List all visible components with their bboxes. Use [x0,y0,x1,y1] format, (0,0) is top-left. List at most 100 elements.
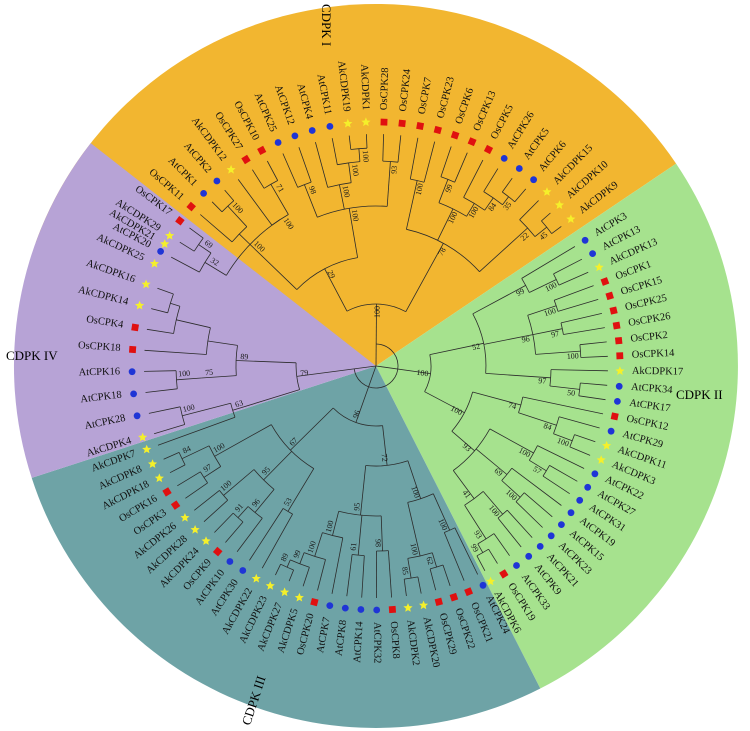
branch [553,258,583,275]
branch [146,328,174,334]
at-marker-circle [567,509,575,517]
bootstrap-value: 61 [349,542,359,551]
branch-arc [296,257,358,290]
branch [249,244,298,290]
ak-marker-star [280,587,290,597]
ak-marker-star [542,187,552,196]
branch-arc [451,391,473,432]
at-marker-circle [536,543,544,550]
branch [557,299,599,312]
branch [314,532,323,557]
branch [479,227,528,272]
os-marker-square [241,154,251,165]
branch [177,471,201,487]
branch [290,407,334,451]
branch [406,180,418,230]
branch [266,160,279,181]
branch [484,197,494,211]
branch [432,493,451,531]
branch [275,564,281,576]
branch [361,555,365,598]
bootstrap-value: 100 [306,540,318,554]
branch [497,517,522,548]
branch [214,424,272,457]
os-marker-square [614,336,623,345]
branch [443,532,465,581]
branch-arc [338,510,382,517]
branch [151,308,168,314]
branch [485,373,551,379]
branch [549,385,580,390]
branch [521,246,576,279]
leaf-label: OsCPK14 [632,348,676,361]
at-marker-circle [589,250,596,257]
branch-arc [365,460,409,467]
branch [452,470,475,499]
branch [482,491,504,515]
at-marker-circle [239,567,247,574]
branch [502,196,509,205]
branch [405,243,444,312]
os-marker-square [257,145,267,155]
os-marker-square [310,597,319,607]
branch [493,533,510,556]
branch [282,153,299,188]
leaf-label: OsCPK2 [630,330,668,345]
branch [286,559,291,568]
bootstrap-value: 52 [471,342,481,352]
branch [535,350,581,355]
branch [375,303,377,367]
at-marker-circle [128,368,136,376]
branch-arc [463,197,485,211]
bootstrap-value: 100 [178,369,191,379]
bootstrap-value: 98 [307,185,318,196]
ak-marker-star [190,525,200,534]
clade-sector-3 [31,366,541,728]
branch [574,434,596,443]
branch [169,464,186,474]
bootstrap-value: 97 [202,462,214,474]
branch [366,134,368,149]
branch [451,430,475,452]
branch [386,161,391,207]
leaf-label: OsCPK24 [398,68,414,112]
branch [185,482,208,499]
branch [437,208,454,241]
bootstrap-value: 53 [282,496,294,508]
ak-marker-star [251,573,261,583]
branch [176,377,202,381]
branch [388,550,392,598]
branch [176,319,211,329]
branch [236,517,263,553]
bootstrap-value: 98 [374,539,383,547]
leaf-label: OsCPK8 [388,621,401,659]
bootstrap-value: 100 [373,306,382,318]
ak-marker-star [265,581,275,590]
at-marker-circle [341,604,349,612]
branch [488,548,498,564]
at-marker-circle [274,139,282,146]
ak-marker-star [141,279,151,289]
branch [236,360,297,364]
os-marker-square [600,277,610,286]
branch [578,395,606,401]
branch [529,279,557,293]
bootstrap-value: 91 [233,502,245,514]
ak-marker-star [419,600,429,610]
os-marker-square [616,352,624,360]
os-marker-square [398,119,406,128]
ak-marker-star [343,118,353,128]
leaf-label: AtCPK16 [79,366,121,378]
branch [483,168,499,192]
clade-label-cdpk-iv: CDPK IV [6,348,58,363]
ak-marker-star [361,117,371,127]
bootstrap-value: 84 [486,201,498,213]
ak-marker-star [294,592,304,602]
ak-marker-star [165,231,175,240]
os-marker-square [162,487,172,497]
branch [409,137,419,180]
at-marker-circle [326,602,334,609]
branch [397,135,402,163]
branch [249,508,284,561]
bootstrap-value: 50 [567,388,576,398]
